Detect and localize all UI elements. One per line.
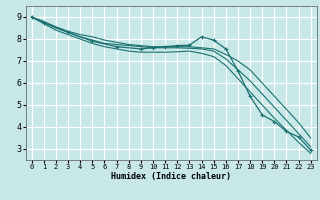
X-axis label: Humidex (Indice chaleur): Humidex (Indice chaleur) [111, 172, 231, 181]
